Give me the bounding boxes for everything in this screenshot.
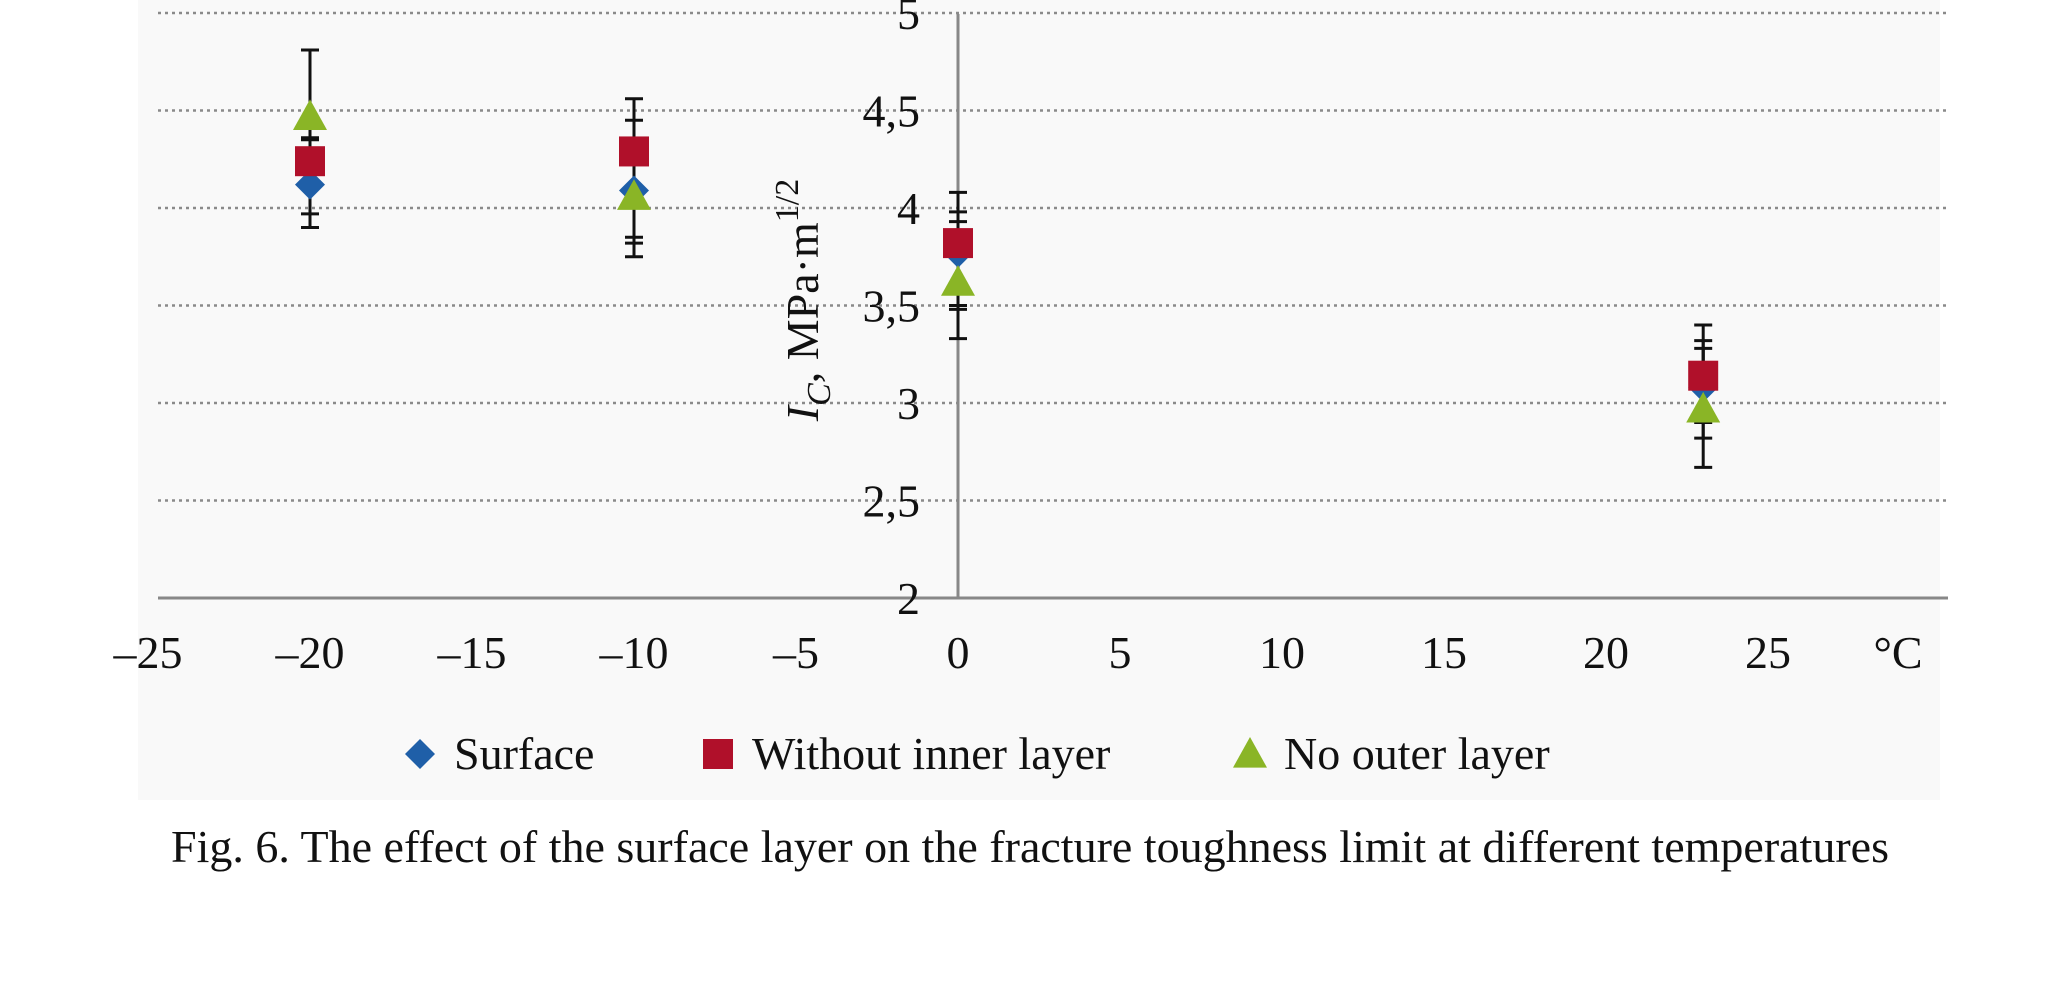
- point-without-inner-layer: [1688, 360, 1719, 391]
- x-tick-label: 0: [947, 627, 970, 678]
- y-tick-label: 3,5: [863, 281, 921, 332]
- x-tick-label: 15: [1421, 627, 1467, 678]
- y-tick-label: 2: [897, 573, 920, 624]
- x-tick-label: –15: [437, 627, 507, 678]
- x-unit-label: °C: [1873, 627, 1922, 678]
- legend-item-without-inner-layer: Without inner layer: [703, 728, 1110, 779]
- y-axis-title: IC, MPa·m1/2: [769, 179, 838, 422]
- x-tick-label: 25: [1745, 627, 1791, 678]
- x-tick-label: –10: [599, 627, 669, 678]
- x-tick-label: 5: [1109, 627, 1132, 678]
- figure-caption: Fig. 6. The effect of the surface layer …: [171, 821, 1889, 872]
- legend-marker-diamond: [405, 739, 435, 769]
- y-axis-title-unit: , MPa·m: [777, 222, 828, 383]
- legend-label: Surface: [454, 728, 594, 779]
- point-no-outer-layer: [293, 99, 327, 130]
- x-tick-labels: –25 –20 –15 –10 –5 0 5 10 15 20 25 °C: [113, 627, 1923, 678]
- point-without-inner-layer: [295, 146, 325, 177]
- grid-lines: [158, 11, 1948, 502]
- y-tick-label: 5: [897, 0, 920, 39]
- point-surface: [295, 169, 325, 200]
- plot-area-background: [138, 0, 1940, 800]
- x-tick-label: –5: [772, 627, 819, 678]
- x-tick-label: 20: [1583, 627, 1629, 678]
- y-axis-title-symbol: I: [777, 403, 828, 422]
- y-tick-label: 2,5: [863, 476, 921, 527]
- data-markers: [293, 99, 1721, 423]
- y-axis-label: IC, MPa·m1/2: [769, 179, 838, 422]
- legend-marker-square: [703, 739, 733, 769]
- point-without-inner-layer: [619, 136, 649, 167]
- legend-item-surface: Surface: [405, 728, 594, 779]
- x-tick-label: –25: [113, 627, 183, 678]
- legend: Surface Without inner layer No outer layer: [405, 728, 1550, 779]
- y-tick-label: 4,5: [863, 86, 921, 137]
- y-tick-label: 4: [897, 183, 920, 234]
- y-axis-title-subscript: C: [801, 383, 838, 406]
- point-no-outer-layer: [941, 265, 975, 296]
- y-tick-label: 3: [897, 378, 920, 429]
- y-axis-title-text: IC, MPa·m1/2: [769, 179, 838, 422]
- point-no-outer-layer: [1686, 391, 1721, 423]
- legend-item-no-outer-layer: No outer layer: [1233, 728, 1550, 779]
- legend-label: No outer layer: [1284, 728, 1550, 779]
- point-without-inner-layer: [943, 228, 973, 259]
- x-tick-label: –20: [275, 627, 345, 678]
- y-axis-title-superscript: 1/2: [769, 179, 806, 222]
- y-tick-labels: 2 2,5 3 3,5 4 4,5 5: [863, 0, 921, 624]
- legend-marker-triangle: [1233, 737, 1267, 768]
- point-no-outer-layer: [617, 179, 651, 210]
- x-tick-label: 10: [1259, 627, 1305, 678]
- legend-label: Without inner layer: [752, 728, 1110, 779]
